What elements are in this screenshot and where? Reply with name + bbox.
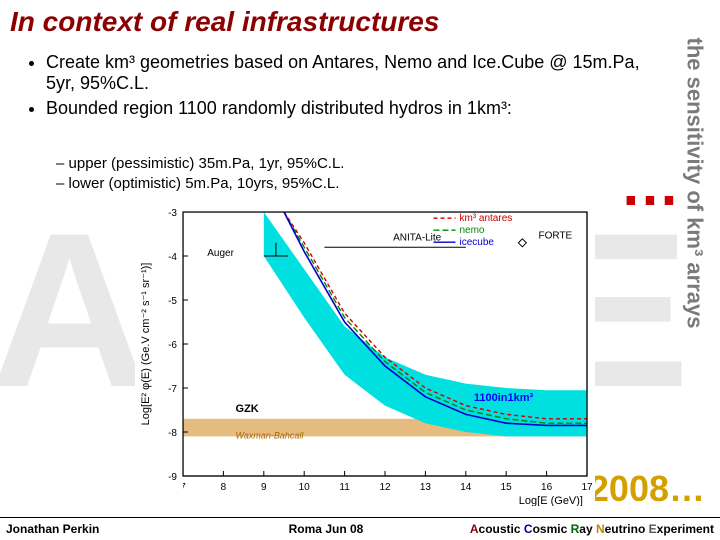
footer-acronym: Acoustic Cosmic Ray Neutrino Experiment xyxy=(426,522,720,536)
svg-text:Log[E (GeV)]: Log[E (GeV)] xyxy=(519,495,583,506)
svg-text:nemo: nemo xyxy=(459,225,484,236)
svg-text:17: 17 xyxy=(581,482,593,493)
sub-bullets: – upper (pessimistic) 35m.Pa, 1yr, 95%C.… xyxy=(56,152,344,195)
svg-text:-9: -9 xyxy=(168,472,177,483)
svg-text:13: 13 xyxy=(420,482,432,493)
svg-text:km³ antares: km³ antares xyxy=(459,213,512,224)
svg-text:15: 15 xyxy=(501,482,513,493)
slide-title: In context of real infrastructures xyxy=(10,6,439,38)
main-bullets: Create km³ geometries based on Antares, … xyxy=(28,48,660,123)
svg-text:16: 16 xyxy=(541,482,553,493)
svg-text:14: 14 xyxy=(460,482,472,493)
svg-text:-4: -4 xyxy=(168,252,177,263)
svg-text:Auger: Auger xyxy=(207,248,234,259)
sensitivity-chart: 7891011121314151617-9-8-7-6-5-4-3Log[E (… xyxy=(135,206,595,506)
svg-text:Waxman-Bahcall: Waxman-Bahcall xyxy=(236,431,305,441)
bg-letter-a: A xyxy=(0,200,149,420)
svg-text:12: 12 xyxy=(379,482,391,493)
svg-text:-8: -8 xyxy=(168,428,177,439)
bullet-1: Create km³ geometries based on Antares, … xyxy=(46,52,660,94)
svg-text:-3: -3 xyxy=(168,208,177,219)
svg-text:8: 8 xyxy=(221,482,227,493)
bg-year: 2008… xyxy=(589,468,705,510)
footer-author: Jonathan Perkin xyxy=(0,522,226,536)
sub-bullet-1: – upper (pessimistic) 35m.Pa, 1yr, 95%C.… xyxy=(56,155,344,172)
svg-text:icecube: icecube xyxy=(459,237,494,248)
bullet-2: Bounded region 1100 randomly distributed… xyxy=(46,98,660,119)
side-title: the sensitivity of km³ arrays xyxy=(681,37,707,328)
bg-dots: … xyxy=(620,150,680,219)
svg-text:GZK: GZK xyxy=(236,403,259,415)
svg-text:-6: -6 xyxy=(168,340,177,351)
svg-text:1100in1km³: 1100in1km³ xyxy=(474,392,534,404)
svg-text:10: 10 xyxy=(299,482,311,493)
svg-text:-5: -5 xyxy=(168,296,177,307)
svg-text:11: 11 xyxy=(339,482,350,493)
svg-text:9: 9 xyxy=(261,482,267,493)
sub-bullet-2: – lower (optimistic) 5m.Pa, 10yrs, 95%C.… xyxy=(56,175,344,192)
footer-bar: Jonathan Perkin Roma Jun 08 Acoustic Cos… xyxy=(0,517,720,540)
svg-text:Log[E² φ(E) (Ge.V cm⁻² s⁻¹ sr⁻: Log[E² φ(E) (Ge.V cm⁻² s⁻¹ sr⁻¹)] xyxy=(140,263,152,426)
svg-text:FORTE: FORTE xyxy=(539,230,573,241)
footer-venue: Roma Jun 08 xyxy=(226,522,426,536)
svg-text:-7: -7 xyxy=(168,384,177,395)
